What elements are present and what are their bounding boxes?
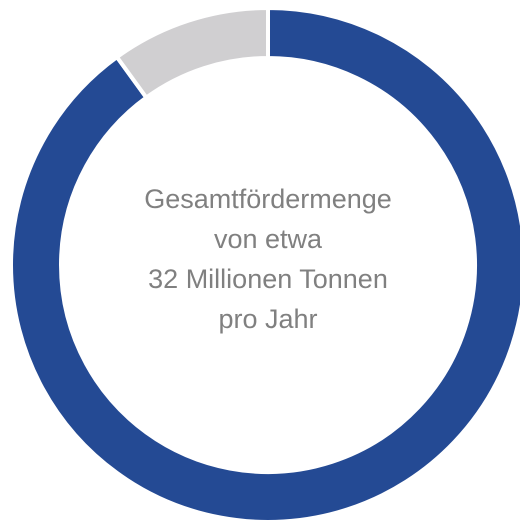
center-text: Gesamtfördermenge — [144, 184, 392, 214]
center-text: pro Jahr — [218, 304, 317, 334]
donut-segment — [114, 5, 270, 101]
center-text: 32 Millionen Tonnen — [148, 264, 388, 294]
donut-segment — [9, 5, 520, 523]
center-text: von etwa — [214, 224, 323, 254]
